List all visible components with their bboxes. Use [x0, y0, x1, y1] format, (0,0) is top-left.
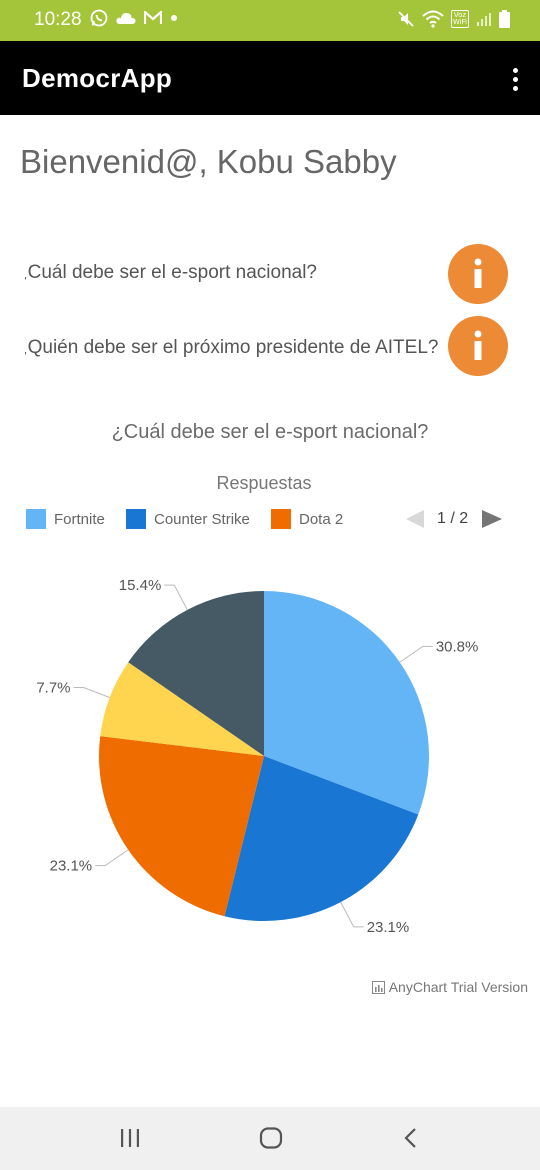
- question-item[interactable]: ¿Cuál debe ser el e-sport nacional?: [0, 243, 540, 304]
- watermark-text: AnyChart Trial Version: [388, 979, 528, 995]
- legend-swatch: [26, 509, 46, 529]
- pie-label-connector: [73, 687, 110, 698]
- legend-item-dota-2[interactable]: Dota 2: [271, 509, 343, 529]
- pie-chart: 30.8% 23.1% 23.1% 7.7% 15.4%: [36, 577, 479, 936]
- status-bar: 10:28 Voz WiFi: [0, 0, 540, 41]
- dot-icon: [171, 15, 177, 21]
- prev-page-icon[interactable]: [405, 509, 425, 529]
- pie-slice[interactable]: [264, 591, 429, 815]
- pie-label-connector: [95, 849, 129, 867]
- signal-icon: [477, 13, 491, 26]
- pie-label-connector: [164, 584, 188, 611]
- legend-swatch: [271, 509, 291, 529]
- system-nav-bar: [0, 1107, 540, 1170]
- gmail-icon: [144, 11, 162, 24]
- chart-logo-icon: [371, 980, 385, 994]
- pie-data-label: 15.4%: [119, 577, 162, 594]
- chart-watermark: AnyChart Trial Version: [371, 979, 528, 995]
- left-edge-clip: [0, 250, 25, 370]
- welcome-heading: Bienvenid@, Kobu Sabby: [20, 143, 397, 180]
- app-title: DemocrApp: [22, 63, 173, 93]
- overflow-menu-button[interactable]: [504, 61, 526, 97]
- pie-data-label: 23.1%: [367, 919, 410, 936]
- overflow-dot-icon: [512, 85, 518, 91]
- chart-title: ¿Cuál debe ser el e-sport nacional?: [111, 421, 429, 443]
- home-icon[interactable]: [256, 1123, 286, 1153]
- pie-slice[interactable]: [98, 736, 264, 917]
- pie-data-label: 30.8%: [436, 638, 479, 655]
- legend-label: Counter Strike: [154, 510, 250, 528]
- question-text[interactable]: ¿Cuál debe ser el e-sport nacional?: [16, 262, 318, 283]
- question-text[interactable]: ¿Quién debe ser el próximo presidente de…: [16, 337, 439, 358]
- mute-icon: [398, 11, 414, 27]
- pie-data-label: 23.1%: [50, 858, 93, 875]
- back-icon[interactable]: [396, 1123, 426, 1153]
- legend-pager: 1 / 2: [405, 507, 505, 531]
- cloud-icon: [116, 12, 136, 24]
- info-icon: [474, 330, 482, 360]
- info-icon: [474, 258, 482, 288]
- info-button[interactable]: [448, 244, 508, 304]
- pie-slice[interactable]: [224, 756, 419, 921]
- app-bar: DemocrApp: [0, 41, 540, 115]
- overflow-dot-icon: [512, 76, 518, 82]
- next-page-icon[interactable]: [481, 509, 503, 529]
- chart-subtitle: Respuestas: [216, 473, 312, 493]
- legend-item-fortnite[interactable]: Fortnite: [26, 509, 105, 529]
- pie-label-connector: [399, 645, 433, 663]
- legend-label: Dota 2: [299, 510, 344, 528]
- pie-data-label: 7.7%: [36, 680, 70, 697]
- status-right-icons: Voz WiFi: [397, 10, 510, 28]
- status-left-icons: [90, 9, 178, 27]
- pager-text: 1 / 2: [437, 510, 469, 527]
- pie-slice[interactable]: [128, 591, 264, 756]
- legend-label: Fortnite: [54, 510, 105, 528]
- legend-swatch: [126, 509, 146, 529]
- recent-apps-icon[interactable]: [115, 1123, 145, 1153]
- pie-label-connector: [340, 901, 364, 928]
- volte-text: Voz WiFi: [452, 11, 468, 26]
- volte-icon: Voz WiFi: [451, 10, 469, 28]
- question-item[interactable]: ¿Quién debe ser el próximo presidente de…: [0, 316, 540, 376]
- wifi-icon: [422, 10, 444, 28]
- overflow-dot-icon: [512, 67, 518, 73]
- status-time: 10:28: [34, 9, 82, 30]
- whatsapp-icon: [90, 9, 108, 27]
- pie-slice[interactable]: [100, 662, 264, 756]
- info-button[interactable]: [448, 316, 508, 376]
- battery-icon: [499, 10, 510, 28]
- legend-item-counter-strike[interactable]: Counter Strike: [126, 509, 250, 529]
